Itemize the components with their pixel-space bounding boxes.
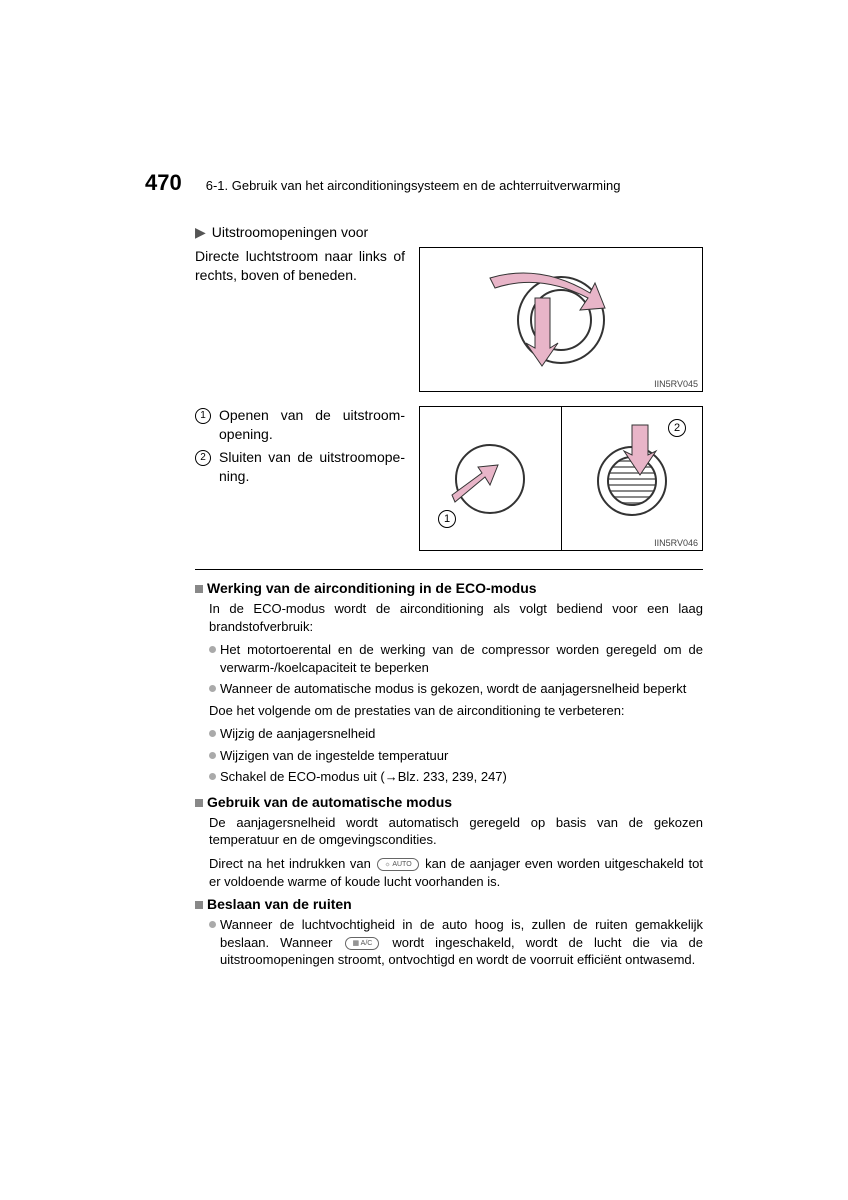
eco-bullet-2: Wanneer de automatische modus is gekozen… [209, 680, 703, 698]
fog-bullet-1: Wanneer de luchtvochtigheid in de auto h… [209, 916, 703, 969]
vent-open-close-block: 1 Openen van de uitstroom­opening. 2 Slu… [195, 406, 703, 551]
page-header: 470 6-1. Gebruik van het airconditioning… [145, 170, 703, 196]
auto-button-icon: ☼ AUTO [377, 858, 418, 871]
number-2-icon: 2 [195, 450, 211, 466]
dot-icon [209, 752, 216, 759]
eco-bullet-1: Het motortoerental en de werking van de … [209, 641, 703, 676]
arrow-icon [420, 248, 702, 391]
auto-heading: Gebruik van de automatische modus [195, 794, 703, 810]
auto-p2: Direct na het indrukken van ☼ AUTO kan d… [209, 855, 703, 890]
auto-title: Gebruik van de automatische modus [207, 794, 452, 810]
list-item-close: 2 Sluiten van de uitstroomope­ning. [195, 448, 405, 486]
auto-p1: De aanjagersnelheid wordt automatisch ge… [209, 814, 703, 849]
dot-icon [209, 773, 216, 780]
triangle-icon: ▶ [195, 224, 206, 241]
vent-open-close-list: 1 Openen van de uitstroom­opening. 2 Slu… [195, 406, 405, 490]
figure-code-2: IIN5RV046 [654, 538, 698, 548]
section-header: 6-1. Gebruik van het airconditioningsyst… [206, 178, 621, 193]
eco-bullet-5: Schakel de ECO-modus uit (→Blz. 233, 239… [209, 768, 703, 786]
vent-direction-text: Directe luchtstroom naar links of rechts… [195, 247, 405, 285]
fog-heading: Beslaan van de ruiten [195, 896, 703, 912]
vent-heading-text: Uitstroomopeningen voor [212, 224, 368, 240]
list-item-open-text: Openen van de uitstroom­opening. [219, 406, 405, 444]
ac-button-icon: ▦ A/C [345, 937, 379, 950]
figure-code: IIN5RV045 [654, 379, 698, 389]
figure-vent-open-close: 1 2 IIN5RV046 [419, 406, 703, 551]
eco-bullet-4: Wijzigen van de ingestelde temperatuur [209, 747, 703, 765]
square-bullet-icon [195, 901, 203, 909]
vent-direction-block: Directe luchtstroom naar links of rechts… [195, 247, 703, 392]
arrow-close-icon [562, 407, 703, 550]
eco-bullet-3: Wijzig de aanjagersnelheid [209, 725, 703, 743]
arrow-open-icon [420, 407, 561, 550]
eco-title: Werking van de airconditioning in de ECO… [207, 580, 537, 596]
divider [195, 569, 703, 570]
list-item-open: 1 Openen van de uitstroom­opening. [195, 406, 405, 444]
dot-icon [209, 730, 216, 737]
fog-title: Beslaan van de ruiten [207, 896, 352, 912]
eco-mid: Doe het volgende om de prestaties van de… [209, 702, 703, 720]
dot-icon [209, 921, 216, 928]
dot-icon [209, 685, 216, 692]
list-item-close-text: Sluiten van de uitstroomope­ning. [219, 448, 405, 486]
square-bullet-icon [195, 799, 203, 807]
page-number: 470 [145, 170, 182, 196]
eco-intro: In de ECO-modus wordt de airconditioning… [209, 600, 703, 635]
eco-heading: Werking van de airconditioning in de ECO… [195, 580, 703, 596]
dot-icon [209, 646, 216, 653]
figure-vent-direction: IIN5RV045 [419, 247, 703, 392]
square-bullet-icon [195, 585, 203, 593]
vent-heading: ▶ Uitstroomopeningen voor [195, 224, 703, 241]
number-1-icon: 1 [195, 408, 211, 424]
main-content: ▶ Uitstroomopeningen voor Directe luchtst… [145, 224, 703, 969]
